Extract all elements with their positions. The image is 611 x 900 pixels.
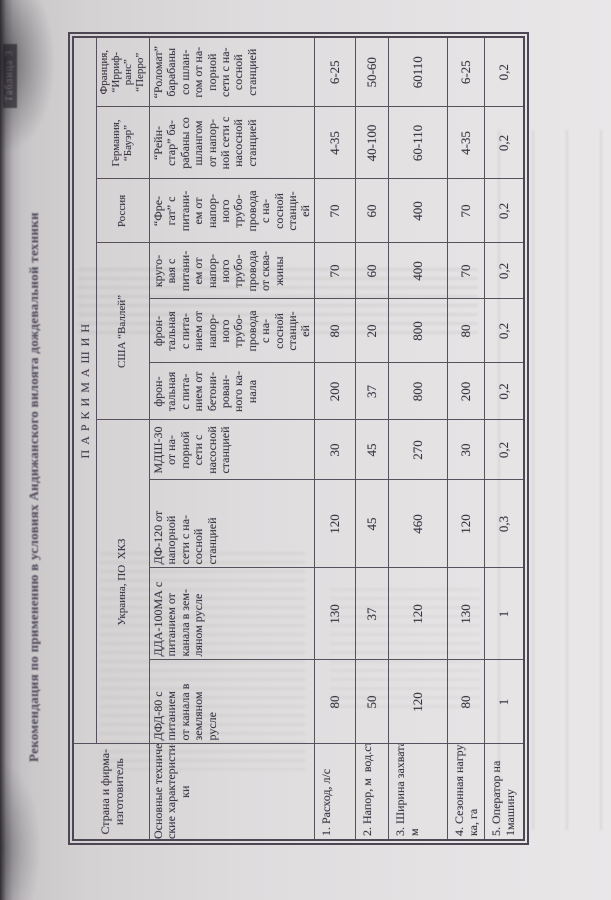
value-cell: 4-35 bbox=[314, 107, 356, 179]
characteristics-header-cell: Основные техниче- ские характеристи- ки bbox=[149, 744, 315, 840]
value-cell: 120 bbox=[388, 660, 448, 744]
value-cell: 60-110 bbox=[388, 107, 448, 179]
country-cell-ukraine: Украина, ПО ХКЗ bbox=[96, 420, 150, 744]
value-cell: 70 bbox=[314, 179, 356, 243]
machinery-table-grid: Страна и фирма- изготовитель П А Р К И М… bbox=[72, 35, 525, 841]
value-cell: 20 bbox=[355, 299, 389, 363]
value-cell: 37 bbox=[355, 363, 389, 420]
value-cell: 6-25 bbox=[314, 36, 356, 107]
machine-description-cell: ДФД-80 с питанием от канала в земляном р… bbox=[149, 660, 315, 744]
machine-description-cell: “Фре- гат” с питани- ем от напор- ного т… bbox=[149, 179, 315, 243]
value-cell: 460 bbox=[388, 480, 448, 568]
value-cell: 30 bbox=[447, 420, 485, 480]
row-label-cell: 4. Сезонная нагруз- ка, га bbox=[447, 744, 485, 840]
country-cell-germany: Германия, “Бауэр” bbox=[96, 107, 150, 179]
machine-description-cell: ДФ-120 от напорной сети с на- сосной ста… bbox=[149, 480, 315, 568]
value-cell: 120 bbox=[447, 480, 485, 568]
value-cell: 0,3 bbox=[484, 480, 524, 568]
machine-description-cell: “Роломат” барабаны со шлан- гом от на- п… bbox=[149, 36, 315, 107]
value-cell: 120 bbox=[388, 568, 448, 660]
value-cell: 1 bbox=[484, 568, 524, 660]
value-cell: 30 bbox=[314, 420, 356, 480]
value-cell: 50 bbox=[355, 660, 389, 744]
value-cell: 0,2 bbox=[484, 243, 524, 299]
machine-description-cell: “Рейн- стар” ба- рабаны со шлангом от на… bbox=[149, 107, 315, 179]
value-cell: 1 bbox=[484, 660, 524, 744]
value-cell: 200 bbox=[447, 363, 485, 420]
value-cell: 80 bbox=[447, 299, 485, 363]
value-cell: 0,2 bbox=[484, 107, 524, 179]
value-cell: 37 bbox=[355, 568, 389, 660]
table-title: Рекомендация по применению в условиях Ан… bbox=[26, 212, 41, 762]
row-label-cell: 2. Напор, м вод.ст. bbox=[355, 744, 389, 840]
value-cell: 45 bbox=[355, 420, 389, 480]
machine-description-cell: фрон- тальная с пита- нием от бетони- ро… bbox=[149, 363, 315, 420]
country-cell-france: Франция, “Ирриф- ранс” “Перро” bbox=[96, 36, 150, 107]
row-label-cell: 5. Оператор на 1машину bbox=[484, 744, 524, 840]
value-cell: 800 bbox=[388, 299, 448, 363]
value-cell: 80 bbox=[447, 660, 485, 744]
value-cell: 130 bbox=[314, 568, 356, 660]
row-label-cell: 1. Расход, л/с bbox=[314, 744, 356, 840]
corner-header-cell: Страна и фирма- изготовитель bbox=[73, 744, 150, 840]
value-cell: 70 bbox=[447, 179, 485, 243]
country-cell-usa: США “Валлей” bbox=[96, 243, 150, 420]
machinery-table: Страна и фирма- изготовитель П А Р К И М… bbox=[68, 31, 529, 845]
value-cell: 40-100 bbox=[355, 107, 389, 179]
value-cell: 4-35 bbox=[447, 107, 485, 179]
machine-description-cell: круго- вая с питани- ем от напор- ного т… bbox=[149, 243, 315, 299]
value-cell: 400 bbox=[388, 179, 448, 243]
machine-description-cell: МДШ-30 от на- порной сети с насосной ста… bbox=[149, 420, 315, 480]
value-cell: 60 bbox=[355, 179, 389, 243]
value-cell: 6-25 bbox=[447, 36, 485, 107]
table-caption: Таблица 3 bbox=[3, 44, 17, 108]
value-cell: 70 bbox=[314, 243, 356, 299]
value-cell: 0,2 bbox=[484, 36, 524, 107]
value-cell: 130 bbox=[447, 568, 485, 660]
machine-description-cell: ДДА-100МА с питанием от канала в зем- ля… bbox=[149, 568, 315, 660]
value-cell: 80 bbox=[314, 660, 356, 744]
row-label-cell: 3. Ширина захвата м bbox=[388, 744, 448, 840]
country-cell-russia: Россия bbox=[96, 179, 150, 243]
value-cell: 120 bbox=[314, 480, 356, 568]
value-cell: 70 bbox=[447, 243, 485, 299]
value-cell: 0,2 bbox=[484, 363, 524, 420]
value-cell: 270 bbox=[388, 420, 448, 480]
value-cell: 400 bbox=[388, 243, 448, 299]
value-cell: 800 bbox=[388, 363, 448, 420]
value-cell: 0,2 bbox=[484, 299, 524, 363]
value-cell: 0,2 bbox=[484, 420, 524, 480]
value-cell: 50-60 bbox=[355, 36, 389, 107]
parks-header-cell: П А Р К И М А Ш И Н bbox=[73, 36, 97, 744]
value-cell: 80 bbox=[314, 299, 356, 363]
value-cell: 60110 bbox=[388, 36, 448, 107]
machine-description-cell: фрон- тальная с пита- нием от напор- ног… bbox=[149, 299, 315, 363]
value-cell: 200 bbox=[314, 363, 356, 420]
value-cell: 45 bbox=[355, 480, 389, 568]
value-cell: 60 bbox=[355, 243, 389, 299]
value-cell: 0,2 bbox=[484, 179, 524, 243]
